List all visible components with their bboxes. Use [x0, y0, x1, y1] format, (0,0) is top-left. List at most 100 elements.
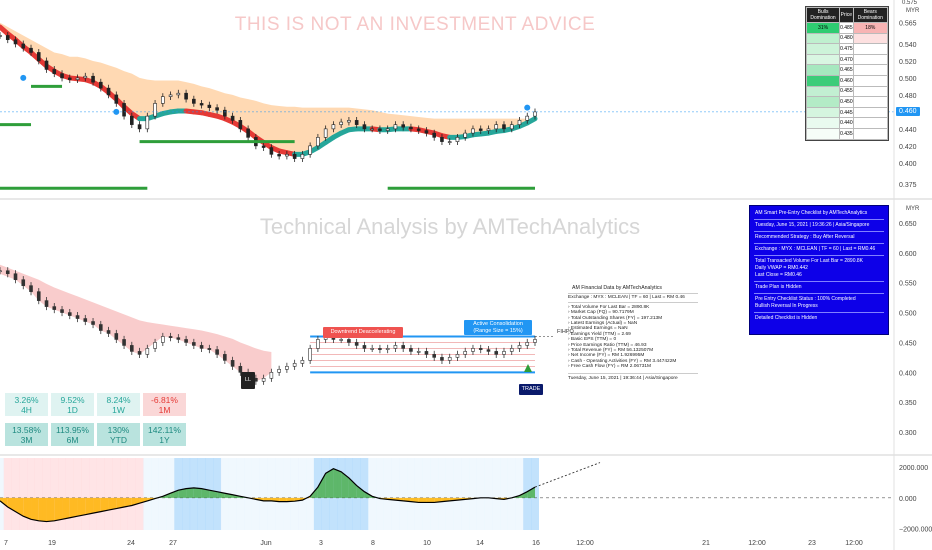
x-tick-label: 21	[702, 540, 710, 547]
volume-heat-column	[34, 458, 43, 530]
fin-row: › Cash - Operating Activities (FY) = RM …	[568, 358, 677, 364]
price-candle-body	[370, 128, 374, 131]
price-candle-body	[60, 309, 64, 313]
fin-row: › Market Cap (FQ) = 90.7179M	[568, 310, 634, 316]
y-tick-label: 0.500	[899, 76, 917, 83]
volume-heat-column	[422, 458, 431, 530]
performance-period: 3M	[20, 435, 33, 445]
volume-heat-column	[499, 458, 508, 530]
price-candle-body	[277, 154, 281, 157]
x-tick-label: 12:00	[576, 540, 594, 547]
y-tick-label: 2000.000	[899, 465, 928, 472]
price-candle-body	[347, 120, 351, 123]
volume-heat-column	[89, 458, 98, 530]
price-candle-body	[393, 124, 398, 130]
y-tick-label: 0.400	[899, 161, 917, 168]
oscillator-area	[93, 497, 101, 514]
performance-value: 13.58%	[12, 425, 41, 435]
pre-entry-checklist-panel: AM Smart Pre-Entry Checklist by AMTechAn…	[749, 205, 889, 335]
price-candle-body	[292, 363, 297, 367]
fin-title: AM Financial Data by AMTechAnalytics	[572, 285, 662, 291]
price-cell: 0.450	[839, 96, 854, 108]
lower-low-label: LL	[241, 372, 255, 389]
bear-cell	[852, 85, 889, 98]
bull-cell	[805, 74, 841, 87]
oscillator-area	[7, 497, 16, 512]
volume-heat-column	[27, 458, 36, 530]
price-candle-body	[354, 342, 359, 346]
bull-cell	[805, 32, 841, 45]
volume-heat-column	[104, 458, 113, 530]
price-candle-body	[75, 77, 80, 80]
fin-row: › Estimated Earnings = NaN	[568, 326, 628, 332]
signal-marker	[20, 74, 27, 81]
price-candle-body	[378, 348, 382, 350]
price-candle-body	[378, 128, 382, 131]
bull-cell	[805, 64, 841, 76]
price-candle-body	[486, 128, 491, 131]
volume-heat-column	[383, 458, 392, 530]
currency-label-mid: MYR	[906, 206, 920, 212]
price-candle-body	[5, 35, 10, 41]
dominance-row: 31% 0.485 18%	[805, 22, 889, 34]
price-candle-body	[509, 124, 514, 130]
y-tick-label: 0.420	[899, 144, 917, 151]
price-cell: 0.435	[839, 127, 854, 140]
volume-heat-column	[120, 458, 129, 530]
last-price-tag: 0.460	[896, 106, 920, 116]
price-candle-body	[230, 115, 235, 121]
bull-cell: 31%	[805, 22, 841, 34]
y-tick-label: 0.520	[899, 59, 917, 66]
checklist-plan: Trade Plan is Hidden	[755, 284, 802, 290]
performance-cell: 3.26% 4H	[5, 393, 48, 416]
volume-heat-column	[453, 458, 462, 530]
fin-row: › Total Volume For Last Bar = 2890.8K	[568, 304, 650, 310]
x-tick-label: 14	[476, 540, 484, 547]
checklist-item: Last Close = RM0.46	[755, 272, 802, 278]
price-candle-body	[424, 351, 429, 355]
dominance-table: Bulls Domination Price Bears Domination 31%…	[805, 6, 889, 141]
performance-value: -6.81%	[151, 395, 178, 405]
price-candle-body	[517, 345, 522, 349]
price-candle-body	[339, 121, 343, 125]
price-candle-body	[323, 128, 328, 138]
price-candle-body	[122, 339, 126, 346]
price-candle-body	[401, 124, 405, 128]
volume-heat-column	[484, 458, 493, 530]
price-candle-body	[494, 124, 499, 130]
price-candle-body	[21, 279, 26, 286]
y-tick-label: 0.500	[899, 311, 917, 318]
price-candle-body	[223, 354, 227, 361]
bear-cell	[852, 32, 889, 45]
checklist-item: Total Transacted Volume For Last Bar = 2…	[755, 258, 863, 264]
price-candle-body	[277, 369, 281, 373]
y-tick-label: 0.540	[899, 42, 917, 49]
oscillator-area	[317, 473, 326, 498]
volume-heat-column	[143, 458, 152, 530]
volume-heat-column	[391, 458, 400, 530]
volume-heat-column	[96, 458, 105, 530]
performance-period: 1Y	[159, 435, 170, 445]
volume-heat-column	[58, 458, 67, 530]
volume-heat-column	[3, 458, 12, 530]
y-tick-label: 0.000	[899, 496, 917, 503]
price-candle-body	[463, 351, 468, 355]
price-candle-body	[292, 154, 297, 159]
downtrend-zone	[0, 264, 272, 382]
oscillator-area	[178, 488, 187, 498]
bear-cell	[852, 43, 889, 55]
volume-heat-column	[430, 458, 439, 530]
volume-heat-column	[65, 458, 74, 530]
price-candle-body	[199, 345, 204, 349]
price-candle-body	[285, 154, 289, 157]
price-candle-body	[192, 98, 196, 104]
price-candle-body	[137, 351, 142, 355]
volume-heat-column	[112, 458, 121, 530]
price-candle-body	[176, 92, 181, 96]
price-candle-body	[137, 124, 142, 130]
volume-heat-column	[50, 458, 59, 530]
price-candle-body	[261, 145, 266, 148]
bear-cell	[852, 96, 889, 108]
price-candle-body	[471, 128, 475, 134]
volume-heat-column	[368, 458, 377, 530]
